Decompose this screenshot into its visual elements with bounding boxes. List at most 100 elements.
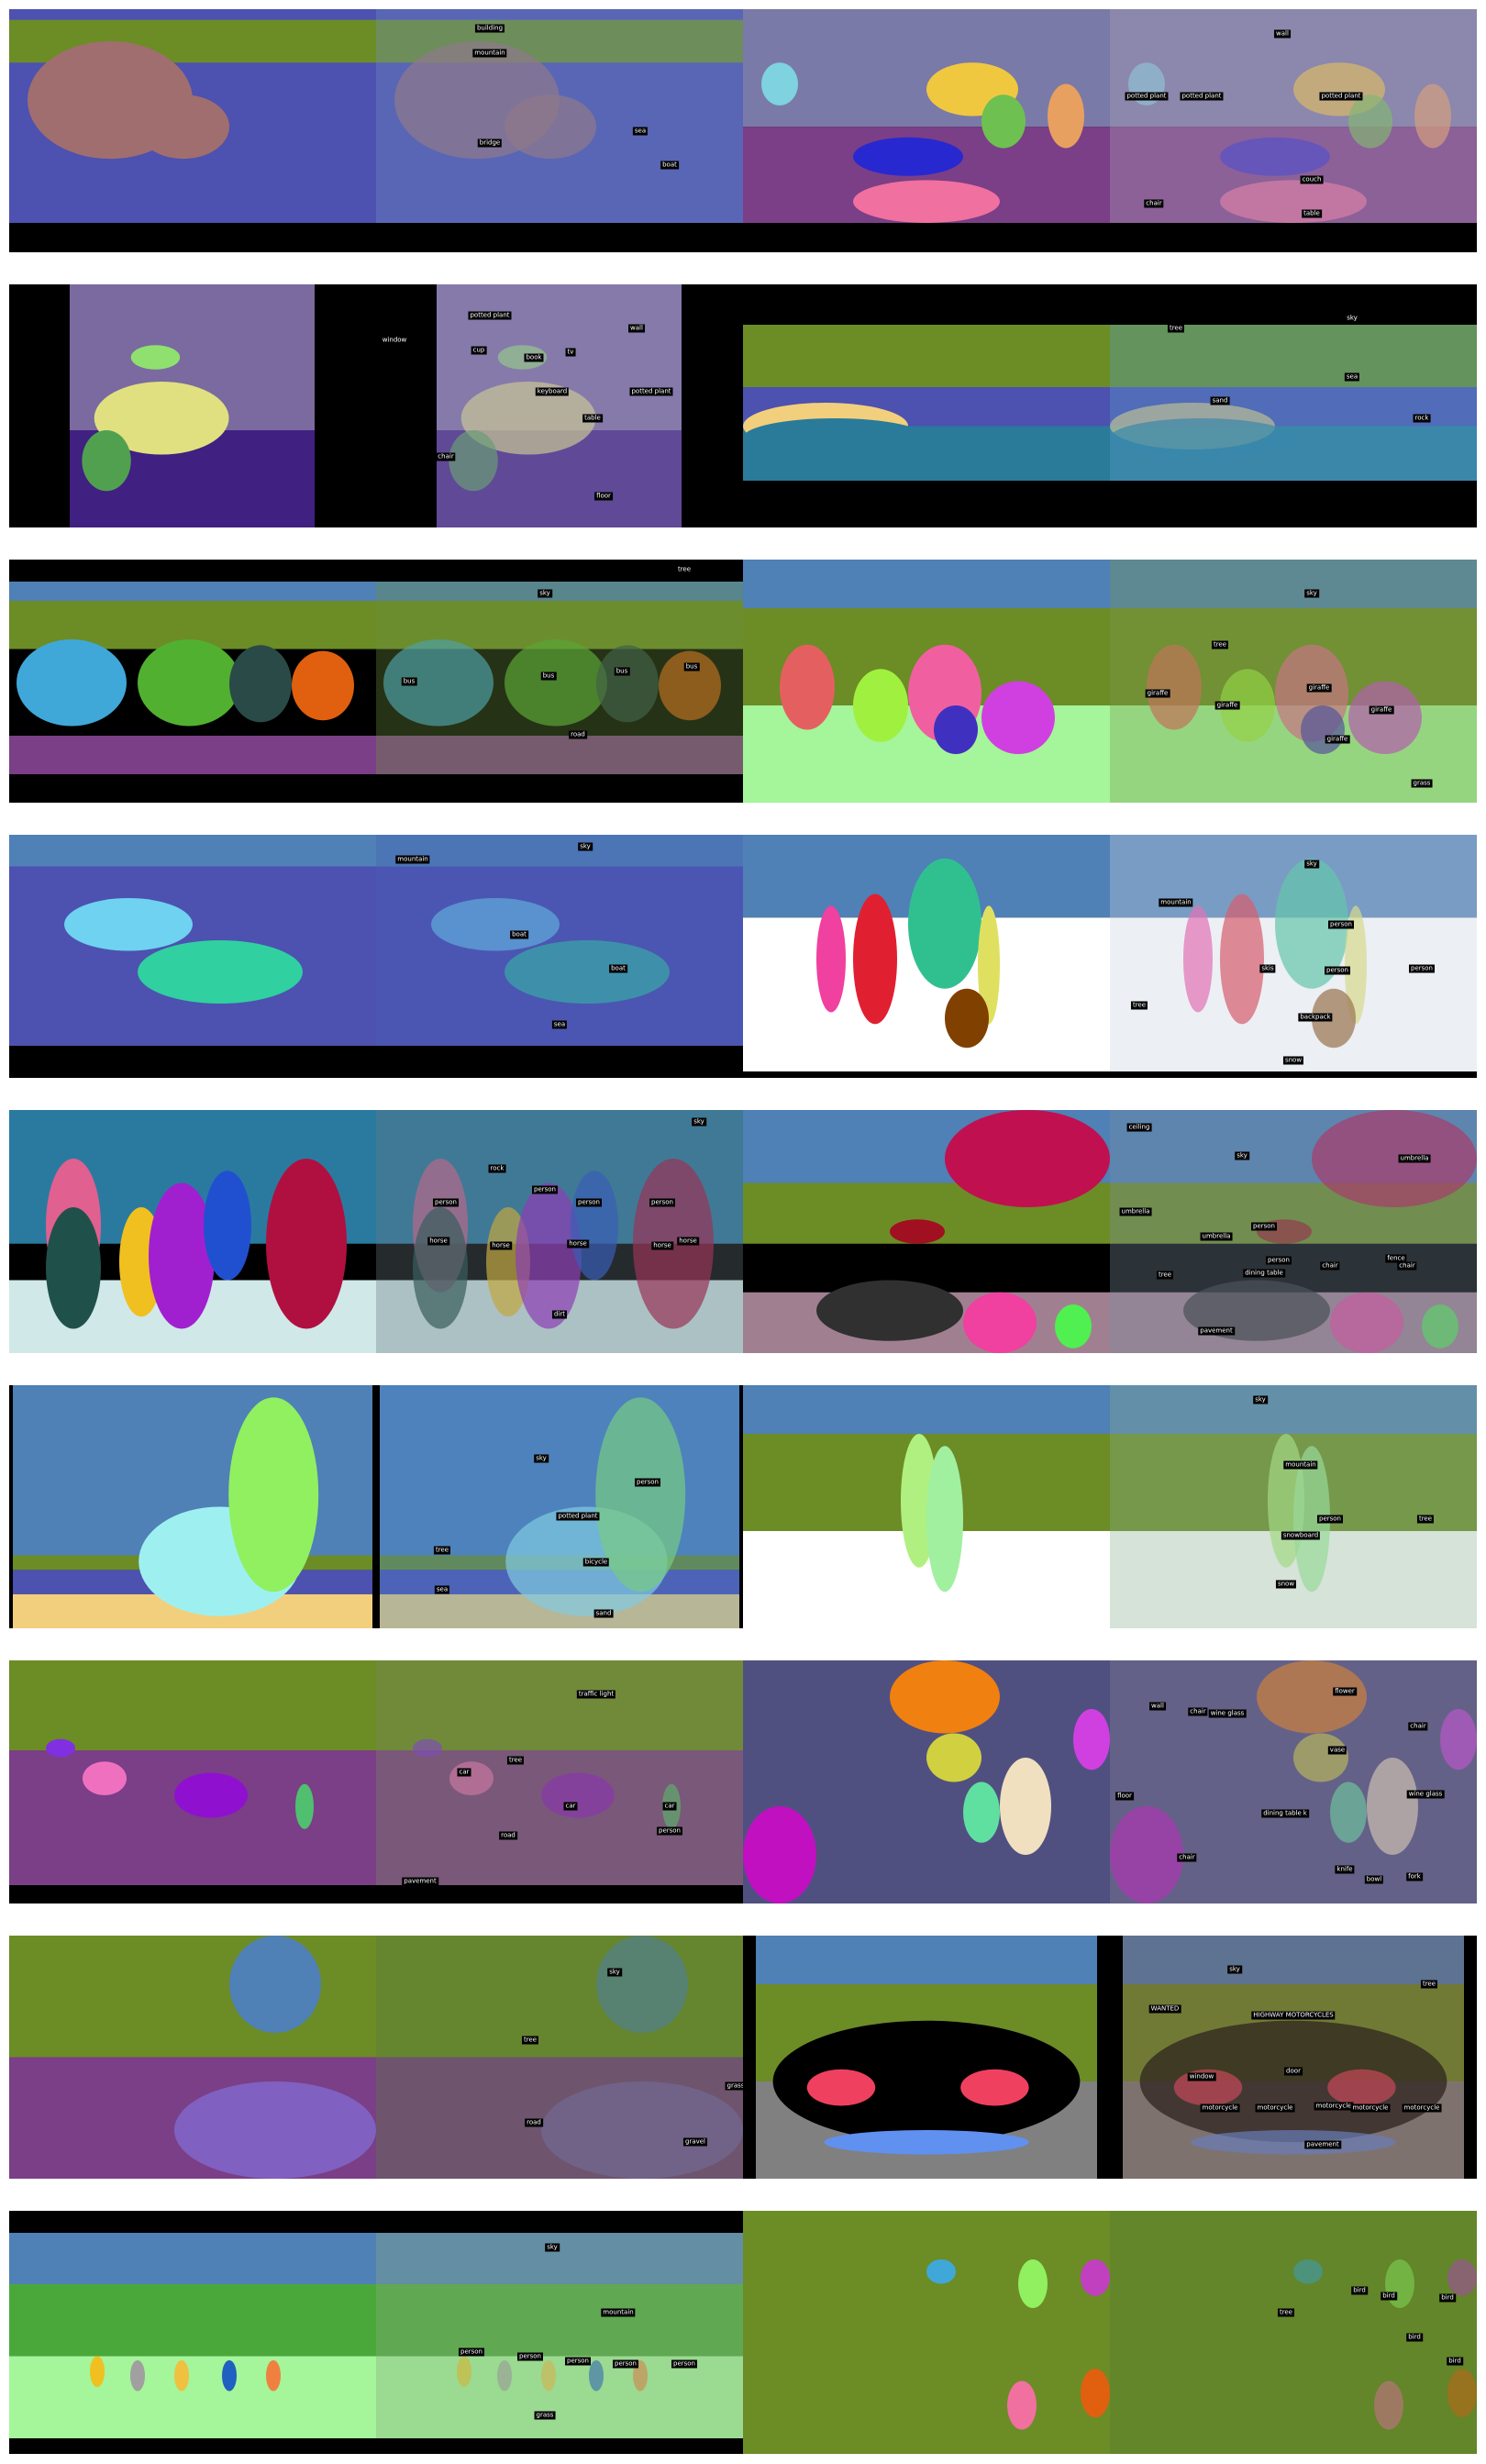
forest-road-mask-panel	[9, 1936, 376, 2179]
bicycle-label: sky	[534, 1454, 549, 1462]
hikers-segment-0	[457, 2356, 471, 2387]
hikers-label: person	[613, 2359, 638, 2369]
buses-label: tree	[675, 565, 693, 574]
giraffes-photo-image	[1110, 560, 1477, 803]
dining-photo-image	[1110, 1660, 1477, 1903]
forest-road-segment-1	[541, 2081, 743, 2179]
buses-mask-panel	[9, 560, 376, 803]
living-room-segment-2	[981, 94, 1026, 149]
umbrellas-label: fence	[1385, 1254, 1407, 1263]
bicycle-segment-1	[595, 1397, 686, 1593]
bridge-segment-1	[138, 94, 229, 160]
desk-mask-panel	[9, 284, 376, 527]
living-room-segment-0	[761, 62, 798, 105]
street-mask-panel	[9, 1660, 376, 1903]
skiers-mask-image	[743, 835, 1110, 1071]
dining-label: wall	[1149, 1702, 1166, 1711]
skiers-label: mountain	[1159, 898, 1193, 907]
giraffes-segment-1	[853, 669, 908, 742]
dining-segment-2	[1000, 1758, 1051, 1855]
giraffes-label: giraffe	[1325, 735, 1350, 744]
snowboard-mask-image	[743, 1385, 1110, 1628]
hikers-label: person	[517, 2352, 543, 2361]
birds-segment-4	[1447, 2259, 1477, 2296]
dining-label: chair	[1408, 1722, 1428, 1731]
horses-label: horse	[567, 1239, 589, 1249]
giraffes-segment-4	[981, 681, 1055, 754]
desk-photo-panel: potted plant window cup book keyboard potted …	[376, 284, 743, 527]
shop-label: sky	[1227, 1965, 1242, 1974]
living-room-segment-5	[1048, 83, 1084, 149]
skiers-label: person	[1409, 964, 1435, 973]
cruise-label: sea	[551, 1020, 568, 1029]
horses-label: person	[532, 1185, 558, 1194]
umbrellas-label: ceiling	[1126, 1123, 1152, 1132]
beach-label: rock	[1413, 414, 1431, 423]
buses-segment-3	[292, 650, 354, 721]
buses-segment-0	[383, 639, 493, 727]
beach-label: sand	[1210, 396, 1230, 405]
hikers-mask-image	[9, 2233, 376, 2438]
skiers-label: skis	[1259, 964, 1276, 973]
forest-road-segment-1	[174, 2081, 376, 2179]
desk-label: table	[582, 414, 603, 423]
umbrellas-label: umbrella	[1398, 1154, 1431, 1163]
dining-segment-4	[1440, 1709, 1477, 1770]
horses-segment-4	[204, 1171, 251, 1281]
horses-label: sky	[692, 1117, 706, 1127]
skiers-label: backpack	[1298, 1013, 1333, 1022]
dining-label: knife	[1335, 1865, 1355, 1874]
shop-mask-panel	[743, 1936, 1110, 2179]
skiers-photo-panel: sky mountain person person person skis tree bac…	[1110, 835, 1477, 1078]
cruise-mask-panel	[9, 835, 376, 1078]
hikers-segment-4	[266, 2359, 281, 2392]
buses-segment-2	[229, 645, 292, 723]
birds-photo-image	[1110, 2211, 1477, 2454]
dining-photo-panel: wall chair wine glass flower vase chair wine g…	[1110, 1660, 1477, 1903]
buses-label: bus	[540, 671, 557, 681]
cruise-label: boat	[510, 930, 528, 939]
living-room-label: chair	[1144, 199, 1164, 208]
cruise-label: mountain	[395, 855, 430, 863]
buses-label: road	[569, 730, 587, 739]
shop-segment-2	[1327, 2069, 1396, 2106]
desk-label: floor	[594, 492, 613, 501]
bicycle-label: person	[635, 1478, 660, 1487]
skiers-label: person	[1325, 966, 1350, 975]
street-label: car	[563, 1802, 578, 1811]
desk-segment-2	[497, 345, 548, 370]
umbrellas-label: chair	[1397, 1261, 1417, 1271]
umbrellas-label: umbrella	[1200, 1232, 1233, 1241]
desk-mask-image	[70, 284, 315, 527]
cruise-photo-image	[376, 835, 743, 1046]
snowboard-mask-panel	[743, 1385, 1110, 1628]
giraffes-label: giraffe	[1369, 705, 1394, 715]
skiers-photo-image	[1110, 835, 1477, 1071]
bicycle-photo-image	[380, 1385, 739, 1628]
forest-road-photo-image	[376, 1936, 743, 2179]
hikers-mask-panel	[9, 2211, 376, 2454]
buses-segment-1	[505, 639, 607, 727]
snowboard-label: snow	[1275, 1580, 1297, 1589]
horses-label: person	[576, 1198, 602, 1207]
birds-segment-2	[1007, 2381, 1037, 2430]
shop-segment-3	[824, 2130, 1029, 2155]
buses-mask-image	[9, 582, 376, 774]
giraffes-mask-image	[743, 560, 1110, 803]
snowboard-label: person	[1317, 1515, 1343, 1524]
dining-segment-5	[963, 1781, 1000, 1843]
dining-label: wine glass	[1406, 1790, 1445, 1799]
umbrellas-photo-image	[1110, 1110, 1477, 1353]
skiers-segment-2	[908, 858, 981, 989]
bicycle-photo-panel: sky person potted plant bicycle tree sea sand	[376, 1385, 743, 1628]
dining-label: flower	[1333, 1687, 1357, 1696]
horses-photo-image	[376, 1110, 743, 1353]
hikers-segment-1	[497, 2359, 512, 2392]
bridge-label: sea	[632, 127, 649, 135]
street-label: person	[657, 1826, 682, 1835]
umbrellas-label: tree	[1156, 1271, 1174, 1280]
horses-label: horse	[651, 1241, 673, 1250]
shop-segment-2	[960, 2069, 1029, 2106]
skiers-segment-4	[945, 988, 989, 1049]
